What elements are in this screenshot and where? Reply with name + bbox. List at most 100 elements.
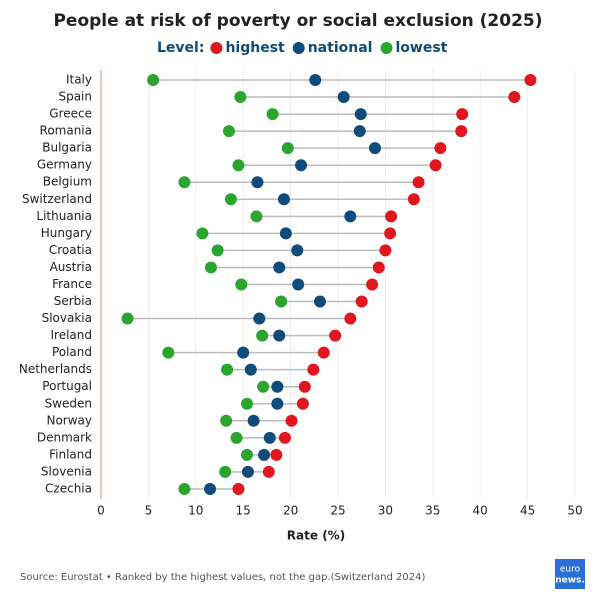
dot [329, 329, 342, 342]
dot [273, 261, 286, 274]
dot [247, 414, 260, 427]
x-tick-label: 50 [567, 503, 582, 517]
y-tick-label: Switzerland [22, 192, 92, 206]
dot [220, 414, 233, 427]
dot [353, 125, 366, 138]
x-axis-label: Rate (%) [287, 529, 345, 543]
dot [271, 380, 284, 393]
dot [456, 108, 469, 121]
y-tick-label: Romania [40, 124, 92, 138]
dot [385, 210, 398, 223]
dot [263, 431, 276, 444]
legend-label: national [308, 40, 373, 56]
dot [178, 482, 191, 495]
dot [291, 244, 304, 257]
dot [237, 346, 250, 359]
y-tick-label: Greece [49, 107, 92, 121]
y-tick-label: Portugal [42, 379, 92, 393]
dot [337, 91, 350, 104]
y-tick-label: Croatia [49, 243, 92, 257]
x-tick-label: 35 [425, 503, 440, 517]
dot [232, 482, 245, 495]
dot [379, 244, 392, 257]
dot [354, 108, 367, 121]
dot [292, 278, 305, 291]
y-tick-label: Czechia [45, 481, 92, 495]
dot [196, 227, 209, 240]
dot [262, 465, 275, 478]
dot [258, 448, 271, 461]
dot [219, 465, 232, 478]
dot [204, 482, 217, 495]
dot [277, 193, 290, 206]
dot [221, 363, 234, 376]
dot [273, 329, 286, 342]
dot [298, 380, 311, 393]
x-tick-label: 5 [145, 503, 153, 517]
dot [240, 448, 253, 461]
dot [235, 278, 248, 291]
x-tick-label: 25 [330, 503, 345, 517]
legend-title: Level: [157, 40, 204, 56]
dot [344, 312, 357, 325]
dot [279, 227, 292, 240]
dot [232, 159, 245, 172]
logo-text: news. [555, 576, 585, 586]
y-tick-label: France [52, 277, 92, 291]
legend-label: highest [225, 40, 285, 56]
dot [121, 312, 134, 325]
y-tick-label: Austria [50, 260, 92, 274]
dot [429, 159, 442, 172]
y-tick-label: Sweden [45, 396, 92, 410]
legend-marker [292, 42, 305, 54]
dot [240, 397, 253, 410]
dot [508, 91, 521, 104]
x-tick-label: 0 [97, 503, 105, 517]
dot [285, 414, 298, 427]
x-tick-label: 15 [236, 503, 251, 517]
y-tick-label: Germany [37, 158, 92, 172]
y-tick-label: Slovakia [42, 311, 92, 325]
dot [266, 108, 279, 121]
dot [384, 227, 397, 240]
dot [281, 142, 294, 155]
y-tick-label: Norway [46, 413, 92, 427]
x-tick-label: 45 [520, 503, 535, 517]
y-tick-label: Ireland [50, 328, 92, 342]
dot [295, 159, 308, 172]
y-tick-label: Serbia [54, 294, 92, 308]
y-tick-label: Finland [49, 447, 92, 461]
dot [366, 278, 379, 291]
y-tick-label: Bulgaria [42, 141, 92, 155]
y-tick-label: Spain [58, 90, 92, 104]
dot [253, 312, 266, 325]
dot [241, 465, 254, 478]
y-tick-label: Slovenia [41, 464, 92, 478]
dot [372, 261, 385, 274]
dot [204, 261, 217, 274]
dot [271, 397, 284, 410]
x-tick-label: 40 [473, 503, 488, 517]
y-tick-label: Italy [66, 73, 92, 87]
dot [275, 295, 288, 308]
logo-text: euro [560, 565, 581, 575]
dot [407, 193, 420, 206]
dot [211, 244, 224, 257]
dot [222, 125, 235, 138]
source: Source: Eurostat • Ranked by the highest… [20, 572, 425, 583]
dot [178, 176, 191, 189]
dot [296, 397, 309, 410]
dot [313, 295, 326, 308]
dot [317, 346, 330, 359]
dot [257, 380, 270, 393]
dot [256, 329, 269, 342]
dot [307, 363, 320, 376]
dot [368, 142, 381, 155]
y-tick-label: Hungary [41, 226, 92, 240]
x-tick-label: 30 [378, 503, 393, 517]
dot [278, 431, 291, 444]
dot [434, 142, 447, 155]
y-tick-label: Belgium [43, 175, 92, 189]
x-tick-label: 10 [188, 503, 203, 517]
